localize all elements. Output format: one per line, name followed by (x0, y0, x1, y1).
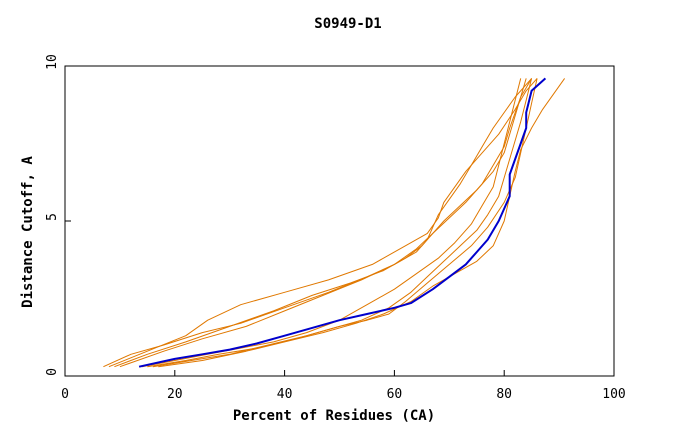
y-axis: 0 5 10 (45, 54, 71, 377)
x-tick-label: 20 (167, 387, 183, 402)
highlight-layer (138, 77, 547, 368)
series-line-8 (158, 78, 566, 368)
y-tick-label: 10 (45, 54, 60, 70)
series-line-6 (147, 78, 533, 368)
x-axis: 0 20 40 60 80 100 (61, 370, 626, 402)
series-line-3 (114, 78, 527, 368)
chart-title: S0949-D1 (314, 16, 381, 32)
series-layer (103, 78, 566, 368)
plot-frame (64, 65, 615, 377)
y-tick-label: 0 (45, 368, 60, 376)
x-tick-label: 80 (496, 387, 512, 402)
series-line-5 (141, 78, 522, 368)
y-tick-label: 5 (45, 213, 60, 221)
x-tick-label: 40 (277, 387, 293, 402)
series-line-1 (103, 78, 532, 368)
series-line-7 (152, 78, 538, 368)
x-axis-label: Percent of Residues (CA) (233, 408, 435, 424)
x-tick-label: 100 (602, 387, 625, 402)
y-axis-label: Distance Cutoff, A (20, 156, 36, 308)
series-line-4 (119, 78, 533, 368)
x-tick-label: 0 (61, 387, 69, 402)
series-line-2 (108, 78, 538, 368)
x-tick-label: 60 (387, 387, 403, 402)
highlight-series-line (138, 77, 547, 368)
